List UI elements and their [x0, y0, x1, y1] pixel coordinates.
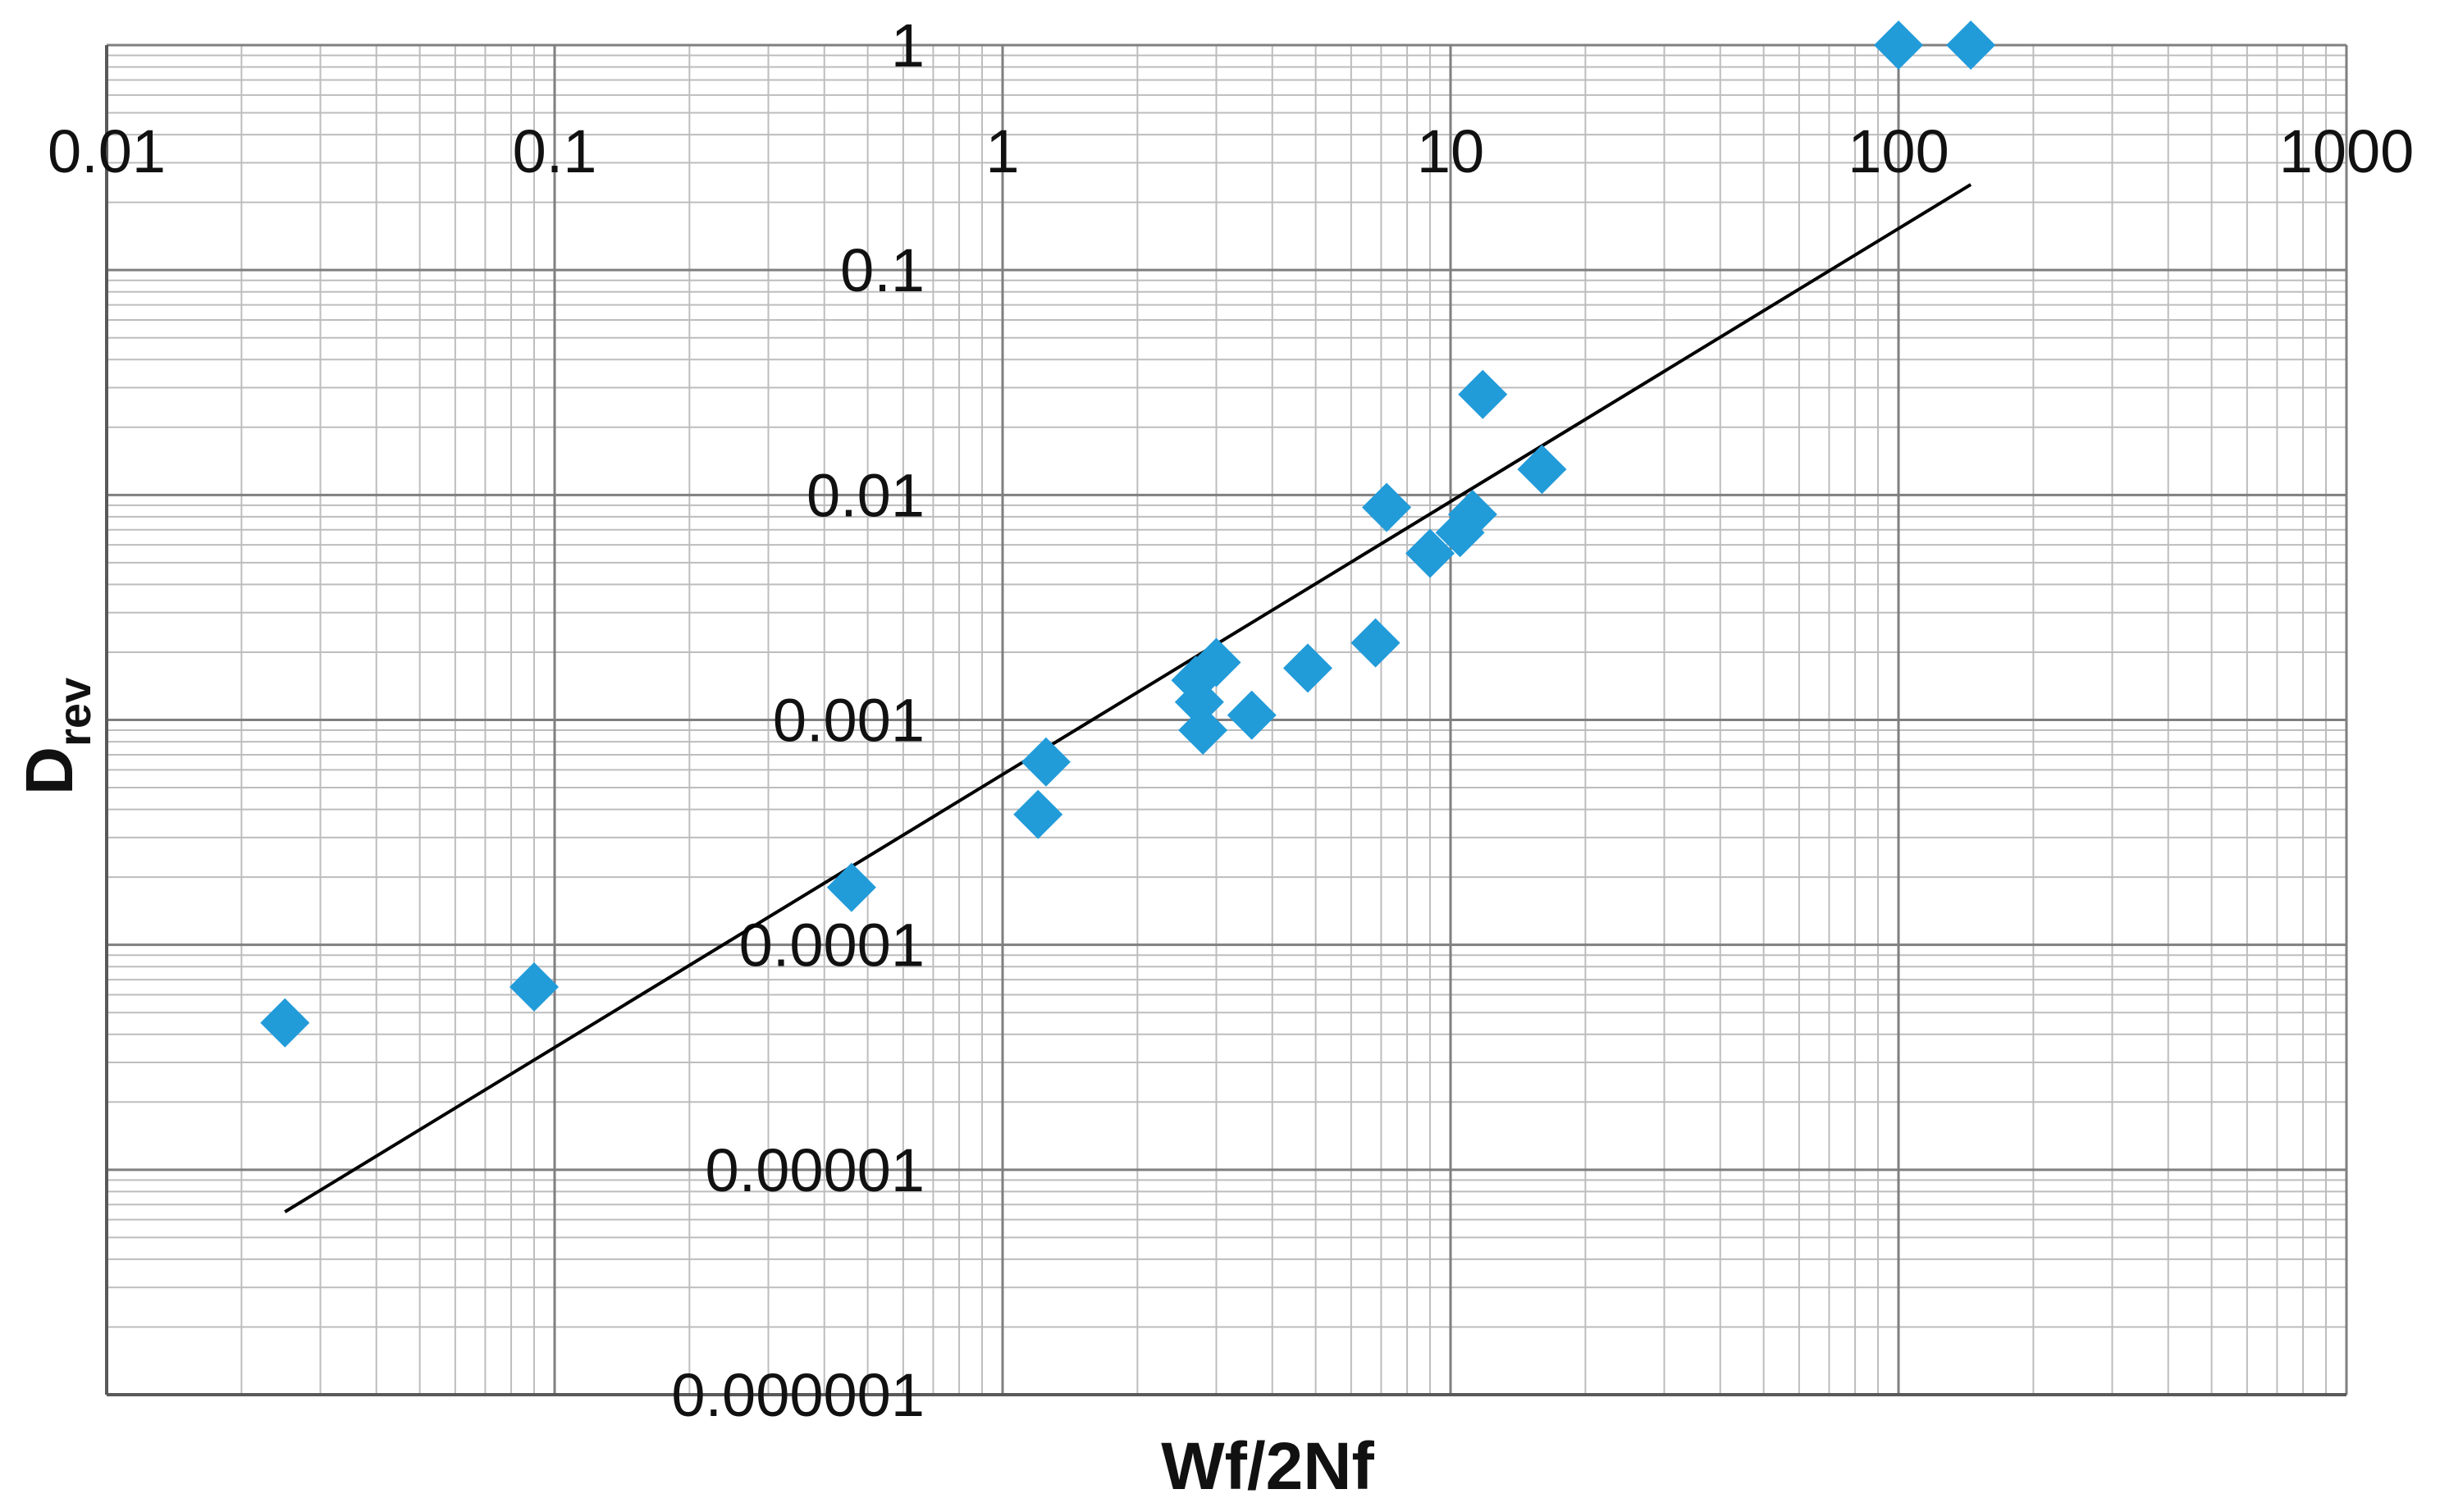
x-tick-label: 1000: [2279, 117, 2415, 185]
data-point: [1021, 737, 1071, 787]
data-point: [1350, 618, 1400, 668]
x-tick-label: 100: [1848, 117, 1949, 185]
y-tick-label: 0.1: [840, 236, 925, 304]
data-point: [1013, 789, 1063, 839]
x-axis-title: Wf/2Nf: [1161, 1429, 1374, 1504]
y-axis-title-main: D: [12, 747, 87, 795]
x-axis-tick-labels: 0.01 0.1 1 10 100 1000: [48, 117, 2414, 185]
y-tick-label: 1: [891, 11, 925, 80]
x-tick-label: 0.1: [513, 117, 597, 185]
data-point: [1282, 643, 1332, 693]
y-tick-label: 0.0001: [739, 911, 925, 980]
y-axis-title-subscript: rev: [48, 678, 100, 747]
data-point: [509, 962, 560, 1012]
data-point: [1227, 690, 1277, 740]
y-tick-label: 0.00001: [706, 1136, 925, 1204]
data-point: [826, 862, 876, 912]
data-point: [1178, 706, 1228, 756]
y-tick-label: 0.001: [773, 687, 925, 755]
data-points: [260, 21, 1996, 1048]
data-point: [1874, 21, 1923, 70]
data-point: [1447, 489, 1497, 539]
x-tick-label: 10: [1417, 117, 1484, 185]
x-tick-label: 0.01: [48, 117, 166, 185]
y-axis-tick-labels: 0.000001 0.00001 0.0001 0.001 0.01 0.1 1: [671, 11, 925, 1429]
data-point: [1191, 637, 1241, 687]
major-gridlines: [105, 43, 2348, 1396]
y-tick-label: 0.01: [806, 461, 925, 529]
data-point: [1946, 21, 1996, 70]
trendline-group: [284, 183, 1972, 1213]
y-tick-label: 0.000001: [671, 1361, 925, 1429]
x-tick-label: 1: [985, 117, 1019, 185]
trendline: [284, 183, 1972, 1213]
y-axis-title: Drev: [12, 678, 100, 795]
data-point: [1458, 369, 1508, 419]
data-point: [260, 998, 310, 1048]
data-point: [1362, 482, 1412, 532]
data-point: [1405, 528, 1455, 578]
data-point: [1517, 445, 1567, 495]
